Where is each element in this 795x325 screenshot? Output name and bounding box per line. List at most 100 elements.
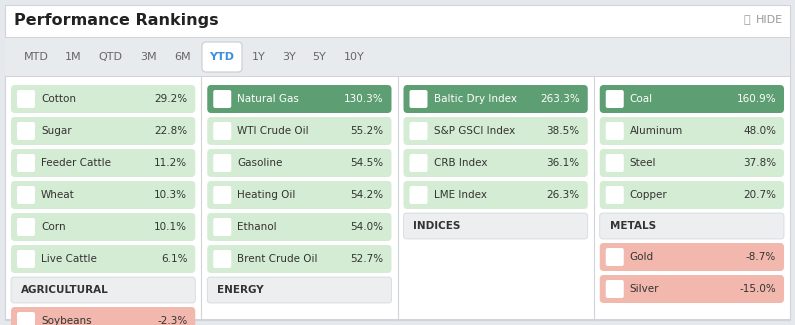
Text: 👁: 👁 (743, 15, 750, 25)
FancyBboxPatch shape (11, 307, 196, 325)
Text: 11.2%: 11.2% (154, 158, 188, 168)
FancyBboxPatch shape (409, 154, 428, 172)
Text: S&P GSCI Index: S&P GSCI Index (433, 126, 514, 136)
Text: 26.3%: 26.3% (547, 190, 580, 200)
Text: Aluminum: Aluminum (630, 126, 683, 136)
Text: 3Y: 3Y (282, 52, 296, 62)
FancyBboxPatch shape (11, 117, 196, 145)
FancyBboxPatch shape (11, 149, 196, 177)
Text: 10Y: 10Y (343, 52, 364, 62)
Text: Ethanol: Ethanol (237, 222, 277, 232)
Text: Brent Crude Oil: Brent Crude Oil (237, 254, 318, 264)
Text: Corn: Corn (41, 222, 66, 232)
FancyBboxPatch shape (207, 213, 391, 241)
Text: 10.1%: 10.1% (154, 222, 188, 232)
FancyBboxPatch shape (409, 186, 428, 204)
FancyBboxPatch shape (606, 280, 624, 298)
Text: 54.5%: 54.5% (351, 158, 383, 168)
FancyBboxPatch shape (17, 312, 35, 325)
Text: 29.2%: 29.2% (154, 94, 188, 104)
Text: 263.3%: 263.3% (540, 94, 580, 104)
Text: Sugar: Sugar (41, 126, 72, 136)
FancyBboxPatch shape (606, 122, 624, 140)
FancyBboxPatch shape (404, 213, 588, 239)
FancyBboxPatch shape (606, 154, 624, 172)
Text: Cotton: Cotton (41, 94, 76, 104)
Text: WTI Crude Oil: WTI Crude Oil (237, 126, 309, 136)
FancyBboxPatch shape (11, 277, 196, 303)
Text: 20.7%: 20.7% (743, 190, 776, 200)
FancyBboxPatch shape (17, 250, 35, 268)
Text: 3M: 3M (140, 52, 157, 62)
FancyBboxPatch shape (404, 85, 588, 113)
Text: ENERGY: ENERGY (217, 285, 264, 295)
FancyBboxPatch shape (606, 248, 624, 266)
Text: 5Y: 5Y (312, 52, 326, 62)
Text: Wheat: Wheat (41, 190, 75, 200)
FancyBboxPatch shape (599, 117, 784, 145)
Text: INDICES: INDICES (413, 221, 461, 231)
FancyBboxPatch shape (17, 90, 35, 108)
FancyBboxPatch shape (404, 117, 588, 145)
Text: 1M: 1M (64, 52, 81, 62)
FancyBboxPatch shape (17, 218, 35, 236)
Text: -8.7%: -8.7% (746, 252, 776, 262)
Text: Silver: Silver (630, 284, 659, 294)
FancyBboxPatch shape (11, 245, 196, 273)
Text: AGRICULTURAL: AGRICULTURAL (21, 285, 109, 295)
FancyBboxPatch shape (409, 122, 428, 140)
Text: QTD: QTD (98, 52, 122, 62)
FancyBboxPatch shape (207, 245, 391, 273)
Bar (5, 37, 790, 38)
FancyBboxPatch shape (207, 181, 391, 209)
Text: 48.0%: 48.0% (743, 126, 776, 136)
Text: 160.9%: 160.9% (736, 94, 776, 104)
FancyBboxPatch shape (11, 181, 196, 209)
FancyBboxPatch shape (202, 42, 242, 72)
Text: 38.5%: 38.5% (547, 126, 580, 136)
FancyBboxPatch shape (213, 218, 231, 236)
Text: HIDE: HIDE (756, 15, 783, 25)
FancyBboxPatch shape (606, 90, 624, 108)
Text: Gasoline: Gasoline (237, 158, 283, 168)
FancyBboxPatch shape (213, 250, 231, 268)
FancyBboxPatch shape (17, 186, 35, 204)
Text: 36.1%: 36.1% (547, 158, 580, 168)
FancyBboxPatch shape (599, 275, 784, 303)
Text: 10.3%: 10.3% (154, 190, 188, 200)
Text: Heating Oil: Heating Oil (237, 190, 296, 200)
Text: -2.3%: -2.3% (157, 316, 188, 325)
FancyBboxPatch shape (17, 122, 35, 140)
Text: 130.3%: 130.3% (344, 94, 383, 104)
FancyBboxPatch shape (606, 186, 624, 204)
Text: Performance Rankings: Performance Rankings (14, 12, 219, 28)
Text: METALS: METALS (610, 221, 656, 231)
Text: YTD: YTD (210, 52, 235, 62)
Text: MTD: MTD (24, 52, 48, 62)
Bar (5, 38, 790, 76)
FancyBboxPatch shape (599, 181, 784, 209)
Text: 37.8%: 37.8% (743, 158, 776, 168)
Bar (5, 319, 790, 320)
FancyBboxPatch shape (207, 117, 391, 145)
FancyBboxPatch shape (17, 154, 35, 172)
Text: Steel: Steel (630, 158, 656, 168)
FancyBboxPatch shape (213, 154, 231, 172)
FancyBboxPatch shape (207, 277, 391, 303)
Text: Soybeans: Soybeans (41, 316, 91, 325)
Text: Coal: Coal (630, 94, 653, 104)
Text: Baltic Dry Index: Baltic Dry Index (433, 94, 517, 104)
FancyBboxPatch shape (207, 85, 391, 113)
FancyBboxPatch shape (404, 181, 588, 209)
Text: Gold: Gold (630, 252, 653, 262)
Text: 6.1%: 6.1% (161, 254, 188, 264)
Text: Copper: Copper (630, 190, 668, 200)
Text: 54.0%: 54.0% (351, 222, 383, 232)
FancyBboxPatch shape (213, 122, 231, 140)
Bar (5, 76, 790, 77)
Text: 52.7%: 52.7% (351, 254, 383, 264)
Text: -15.0%: -15.0% (739, 284, 776, 294)
FancyBboxPatch shape (404, 149, 588, 177)
Text: 22.8%: 22.8% (154, 126, 188, 136)
FancyBboxPatch shape (207, 149, 391, 177)
